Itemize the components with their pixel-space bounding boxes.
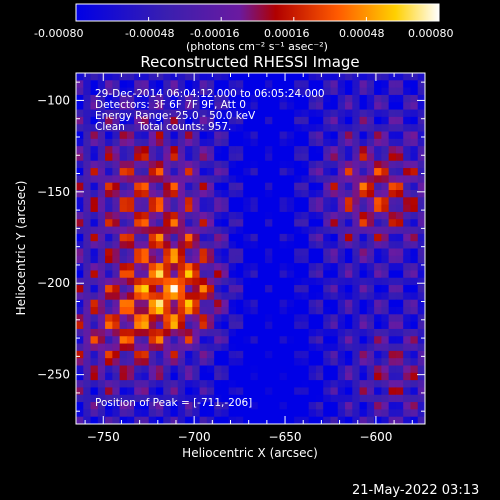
colorbar-unit-label: (photons cm⁻² s⁻¹ asec⁻²) [186,40,328,53]
annotation-detectors: Detectors: 3F 6F 7F 9F, Att 0 [95,99,246,111]
colorbar-tick-label: 0.00080 [408,27,454,40]
colorbar-tick-label: -0.00016 [190,27,239,40]
colorbar-ticks [75,17,440,21]
y-axis-label: Heliocentric Y (arcsec) [14,181,28,316]
footer-timestamp: 21-May-2022 03:13 [352,483,479,498]
x-tick-label: −600 [359,430,392,444]
heatmap-image [76,73,425,424]
colorbar [75,3,440,22]
y-tick-label: −250 [37,368,70,382]
annotation-energy-range: Energy Range: 25.0 - 50.0 keV [95,110,256,122]
annotation-peak-position: Position of Peak = [-711,-206] [95,397,252,409]
y-tick-label: −100 [37,93,70,107]
colorbar-tick-label: -0.00048 [125,27,174,40]
x-tick-label: −700 [178,430,211,444]
annotation-counts: Clean Total counts: 957. [95,121,231,133]
y-tick-label: −150 [37,185,70,199]
x-tick-label: −650 [269,430,302,444]
axis-tick-labels: −750 −700 −650 −600 −100 −150 −200 −250 [37,93,392,444]
annotation-time-range: 29-Dec-2014 06:04:12.000 to 06:05:24.000 [95,88,325,100]
x-axis-label: Heliocentric X (arcsec) [182,446,318,460]
colorbar-tick-label: -0.00080 [34,27,83,40]
y-tick-label: −200 [37,276,70,290]
axis-ticks [76,73,425,424]
x-tick-label: −750 [87,430,120,444]
chart-title: Reconstructed RHESSI Image [140,53,359,71]
plot-frame [75,72,426,425]
colorbar-tick-label: 0.00048 [339,27,385,40]
colorbar-tick-label: 0.00016 [264,27,310,40]
